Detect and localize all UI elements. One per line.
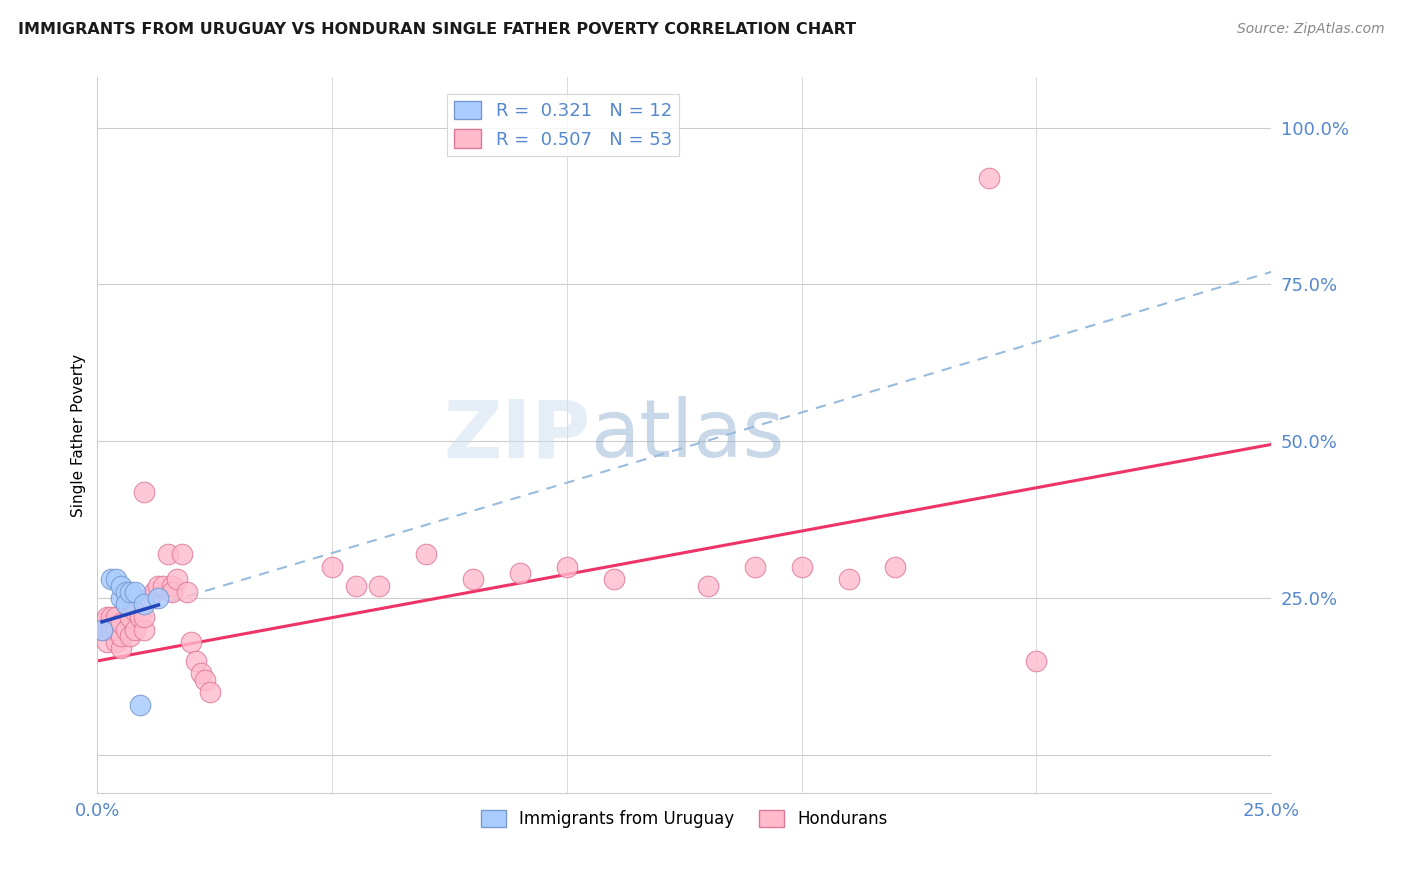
Point	[114, 598, 136, 612]
Point	[91, 623, 114, 637]
Point	[1025, 654, 1047, 668]
Point	[134, 610, 156, 624]
Point	[128, 610, 150, 624]
Point	[180, 635, 202, 649]
Point	[134, 623, 156, 637]
Point	[344, 579, 367, 593]
Point	[838, 572, 860, 586]
Point	[198, 685, 221, 699]
Point	[91, 623, 114, 637]
Point	[134, 484, 156, 499]
Point	[166, 572, 188, 586]
Point	[124, 604, 146, 618]
Point	[134, 598, 156, 612]
Point	[110, 629, 132, 643]
Point	[461, 572, 484, 586]
Point	[321, 559, 343, 574]
Point	[124, 585, 146, 599]
Point	[156, 547, 179, 561]
Point	[744, 559, 766, 574]
Point	[555, 559, 578, 574]
Legend: Immigrants from Uruguay, Hondurans: Immigrants from Uruguay, Hondurans	[474, 803, 894, 834]
Point	[128, 698, 150, 712]
Point	[603, 572, 626, 586]
Point	[696, 579, 718, 593]
Point	[105, 623, 128, 637]
Point	[124, 623, 146, 637]
Text: ZIP: ZIP	[443, 396, 591, 474]
Point	[105, 635, 128, 649]
Point	[148, 579, 170, 593]
Point	[100, 610, 122, 624]
Text: IMMIGRANTS FROM URUGUAY VS HONDURAN SINGLE FATHER POVERTY CORRELATION CHART: IMMIGRANTS FROM URUGUAY VS HONDURAN SING…	[18, 22, 856, 37]
Point	[415, 547, 437, 561]
Point	[142, 585, 165, 599]
Point	[100, 616, 122, 631]
Point	[110, 641, 132, 656]
Point	[176, 585, 198, 599]
Point	[100, 572, 122, 586]
Point	[790, 559, 813, 574]
Point	[96, 610, 118, 624]
Point	[509, 566, 531, 580]
Point	[110, 591, 132, 606]
Text: Source: ZipAtlas.com: Source: ZipAtlas.com	[1237, 22, 1385, 37]
Point	[105, 610, 128, 624]
Point	[148, 591, 170, 606]
Point	[979, 170, 1001, 185]
Point	[368, 579, 391, 593]
Point	[110, 579, 132, 593]
Point	[114, 598, 136, 612]
Text: atlas: atlas	[591, 396, 785, 474]
Point	[100, 623, 122, 637]
Point	[884, 559, 907, 574]
Point	[152, 579, 174, 593]
Point	[96, 635, 118, 649]
Point	[184, 654, 207, 668]
Point	[105, 572, 128, 586]
Point	[120, 610, 142, 624]
Y-axis label: Single Father Poverty: Single Father Poverty	[72, 353, 86, 516]
Point	[114, 585, 136, 599]
Point	[190, 666, 212, 681]
Point	[138, 591, 160, 606]
Point	[91, 616, 114, 631]
Point	[162, 579, 184, 593]
Point	[120, 629, 142, 643]
Point	[194, 673, 217, 687]
Point	[114, 623, 136, 637]
Point	[120, 585, 142, 599]
Point	[162, 585, 184, 599]
Point	[170, 547, 193, 561]
Point	[110, 616, 132, 631]
